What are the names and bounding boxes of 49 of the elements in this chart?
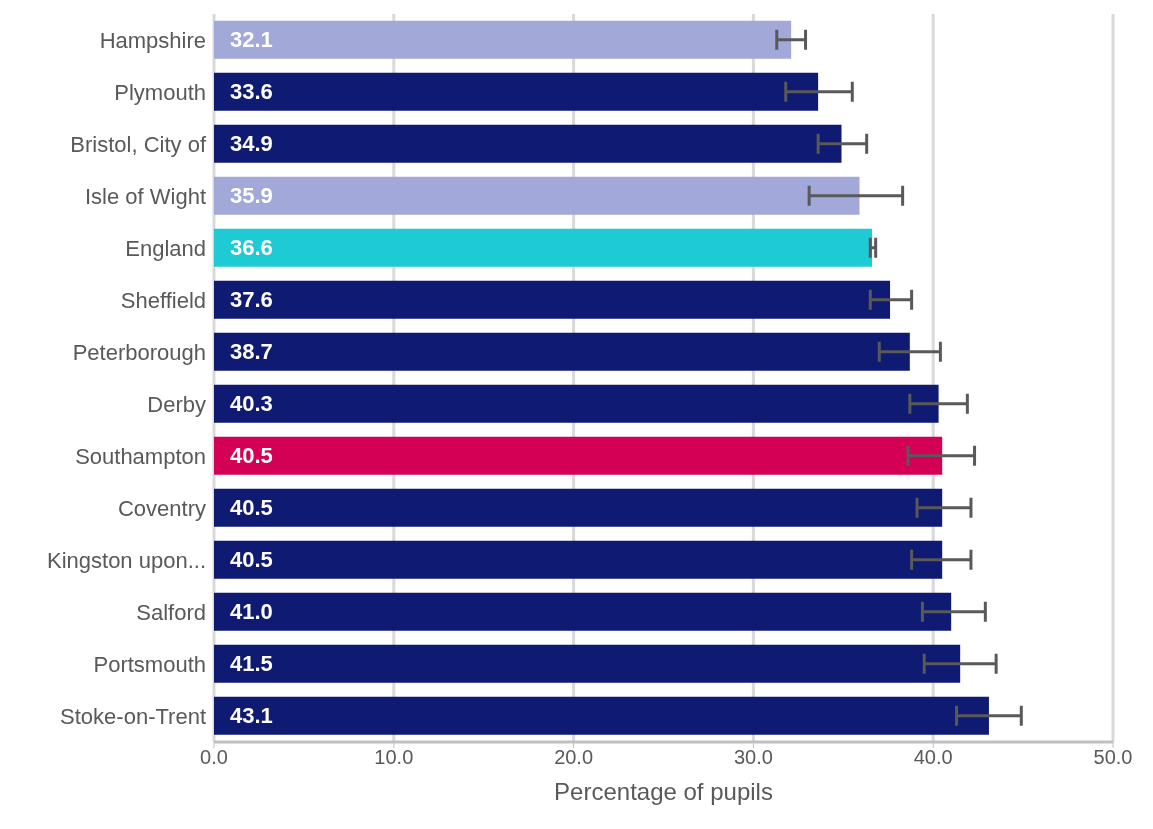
x-axis-title: Percentage of pupils	[554, 778, 773, 805]
bar	[214, 72, 819, 111]
data-label: 41.5	[230, 651, 273, 677]
x-tick-label: 10.0	[374, 746, 414, 769]
x-tick-label: 30.0	[733, 746, 773, 769]
bar	[214, 488, 943, 527]
x-tick-label: 20.0	[554, 746, 594, 769]
data-label: 32.1	[230, 27, 273, 53]
y-tick-label: Coventry	[117, 495, 206, 521]
bar	[214, 696, 989, 735]
y-tick-label: Peterborough	[72, 339, 206, 365]
x-tick-label: 50.0	[1093, 746, 1133, 769]
y-tick-label: Bristol, City of	[70, 131, 207, 157]
data-label: 36.6	[230, 235, 273, 261]
bar	[214, 332, 910, 371]
bar	[214, 436, 943, 475]
data-label: 40.5	[230, 495, 273, 521]
data-label: 34.9	[230, 131, 273, 157]
data-label: 40.5	[230, 547, 273, 573]
data-label: 37.6	[230, 287, 273, 313]
data-label: 40.3	[230, 391, 273, 417]
bar	[214, 124, 842, 163]
y-tick-label: Southampton	[75, 443, 206, 469]
data-label: 43.1	[230, 703, 273, 729]
bar	[214, 540, 943, 579]
bar	[214, 644, 961, 683]
y-tick-label: Stoke-on-Trent	[60, 703, 206, 729]
data-label: 41.0	[230, 599, 273, 625]
y-tick-label: Salford	[136, 599, 206, 625]
bar	[214, 228, 873, 267]
data-label: 38.7	[230, 339, 273, 365]
data-label: 35.9	[230, 183, 273, 209]
y-tick-label: Sheffield	[120, 287, 206, 313]
y-tick-label: Derby	[147, 391, 206, 417]
y-tick-label: Isle of Wight	[84, 183, 206, 209]
x-tick-label: 40.0	[913, 746, 953, 769]
y-tick-label: England	[125, 235, 206, 261]
data-label: 40.5	[230, 443, 273, 469]
y-tick-label: Portsmouth	[93, 651, 206, 677]
data-label: 33.6	[230, 79, 273, 105]
bar	[214, 176, 860, 215]
bar	[214, 20, 792, 59]
x-tick-label: 0.0	[200, 746, 228, 769]
y-tick-label: Kingston upon...	[46, 547, 206, 573]
y-tick-label: Plymouth	[114, 79, 206, 105]
bar	[214, 280, 891, 319]
y-tick-label: Hampshire	[99, 27, 206, 53]
bar	[214, 384, 939, 423]
bar	[214, 592, 952, 631]
